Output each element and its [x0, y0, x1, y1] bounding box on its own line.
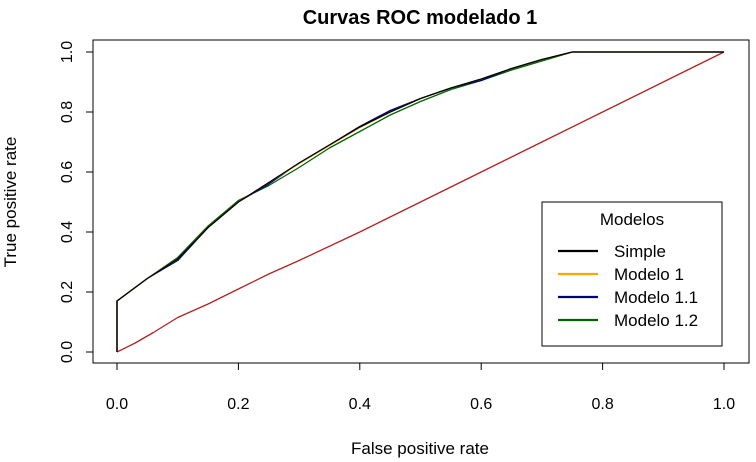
- y-tick-label-0: 0.0: [59, 341, 76, 363]
- series-line-4: [116, 51, 725, 353]
- legend-label-3: Modelo 1.2: [614, 311, 698, 330]
- legend-label-0: Simple: [614, 242, 666, 261]
- y-tick-label-3: 0.6: [59, 161, 76, 183]
- series-line-0: [116, 51, 724, 352]
- x-tick-label-4: 0.8: [591, 396, 613, 413]
- y-axis-label: True positive rate: [1, 137, 20, 268]
- x-tick-label-5: 1.0: [713, 396, 735, 413]
- x-tick-label-3: 0.6: [470, 396, 492, 413]
- y-tick-label-5: 1.0: [59, 41, 76, 63]
- chart-title: Curvas ROC modelado 1: [303, 7, 538, 29]
- y-tick-label-2: 0.4: [59, 221, 76, 243]
- series-layer: [116, 51, 725, 353]
- y-tick-label-4: 0.8: [59, 101, 76, 123]
- y-tick-label-1: 0.2: [59, 281, 76, 303]
- legend: Modelos Simple Modelo 1 Modelo 1.1 Modelo 1…: [541, 201, 723, 347]
- y-axis: 0.0 0.2 0.4 0.6 0.8 1.0: [59, 41, 94, 363]
- x-axis: 0.0 0.2 0.4 0.6 0.8 1.0: [106, 362, 735, 413]
- x-tick-label-0: 0.0: [106, 396, 128, 413]
- legend-label-2: Modelo 1.1: [614, 288, 698, 307]
- legend-title: Modelos: [600, 210, 664, 229]
- x-tick-label-2: 0.4: [349, 396, 371, 413]
- x-tick-label-1: 0.2: [227, 396, 249, 413]
- legend-label-1: Modelo 1: [614, 265, 684, 284]
- x-axis-label: False positive rate: [351, 439, 489, 458]
